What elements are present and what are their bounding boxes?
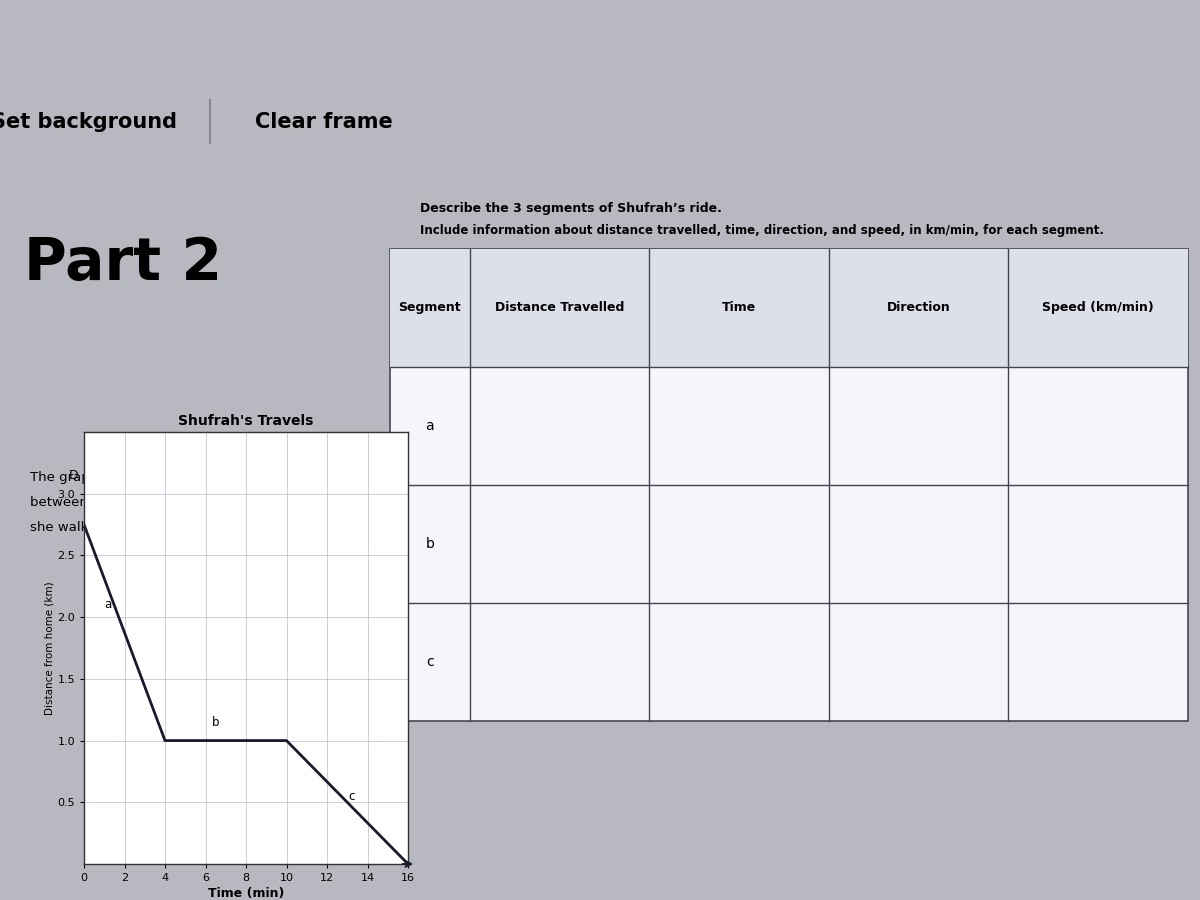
Text: a: a <box>104 598 112 611</box>
Text: b: b <box>212 716 220 729</box>
Text: Describe the 3 segments of Shufrah’s ride.: Describe the 3 segments of Shufrah’s rid… <box>420 202 722 215</box>
Text: Distance Travelled: Distance Travelled <box>494 302 624 314</box>
Text: Include information about distance travelled, time, direction, and speed, in km/: Include information about distance trave… <box>420 224 1104 237</box>
Text: Segment: Segment <box>398 302 461 314</box>
Text: The graph below represents the relationship: The graph below represents the relations… <box>30 471 326 483</box>
X-axis label: Time (min): Time (min) <box>208 887 284 900</box>
Text: Direction: Direction <box>887 302 950 314</box>
Text: between Shufrah’s distance from home as: between Shufrah’s distance from home as <box>30 496 313 508</box>
Text: c: c <box>426 655 433 669</box>
Text: Speed (km/min): Speed (km/min) <box>1043 302 1154 314</box>
Text: Part 2: Part 2 <box>24 235 222 292</box>
Text: a: a <box>426 419 434 433</box>
Title: Shufrah's Travels: Shufrah's Travels <box>179 414 313 428</box>
Text: she walks home from school and time: she walks home from school and time <box>30 521 283 534</box>
Text: b: b <box>426 537 434 551</box>
Text: Time: Time <box>722 302 756 314</box>
Text: Set background: Set background <box>0 112 178 131</box>
Text: D: D <box>70 469 79 482</box>
Text: Clear frame: Clear frame <box>256 112 392 131</box>
Y-axis label: Distance from home (km): Distance from home (km) <box>44 581 54 715</box>
Text: c: c <box>348 789 354 803</box>
